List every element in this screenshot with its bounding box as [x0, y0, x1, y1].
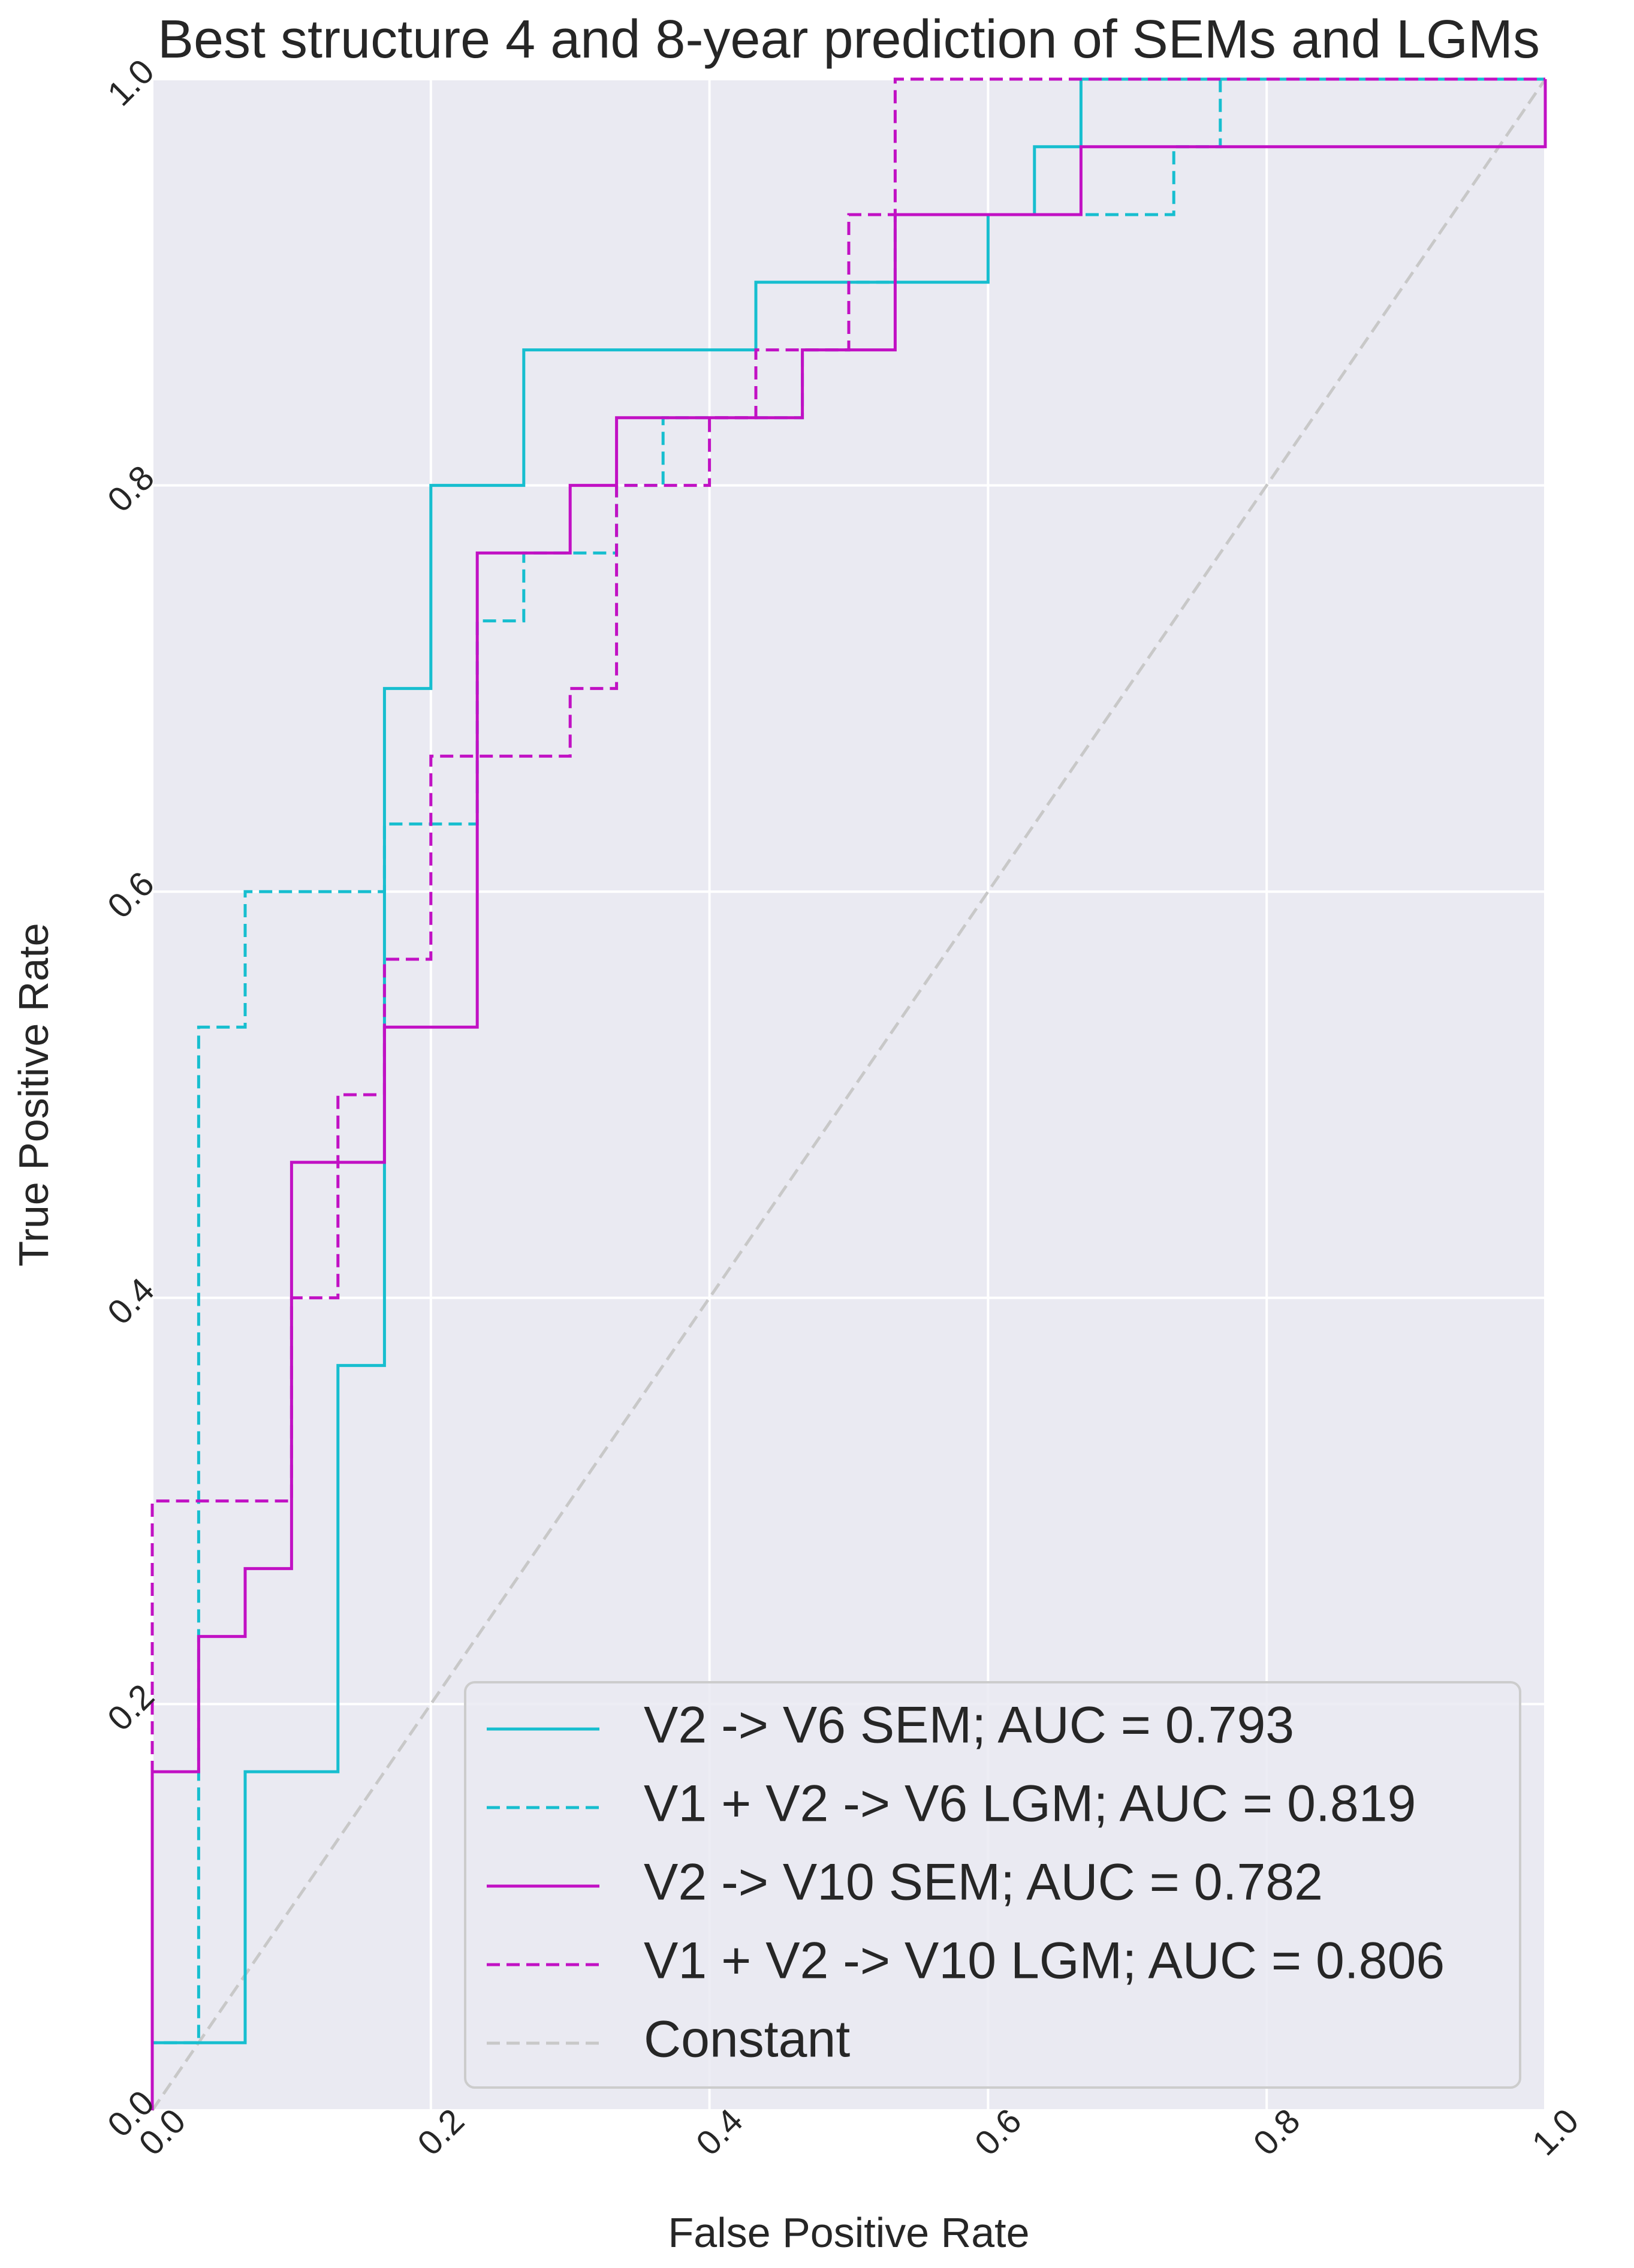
series-line-0: [150, 77, 1545, 2110]
y-axis-label: True Positive Rate: [10, 923, 57, 1266]
legend-box: [464, 1681, 1521, 2089]
series-layer: [150, 77, 1547, 2112]
legend-label-3: V1 + V2 -> V10 LGM; AUC = 0.806: [644, 1932, 1445, 1990]
legend-label-4: Constant: [644, 2011, 850, 2068]
series-line-3: [150, 77, 1545, 2110]
series-line-4: [150, 78, 1547, 2112]
series-line-1: [150, 77, 1545, 2110]
series-line-2: [150, 79, 1547, 2110]
legend-label-1: V1 + V2 -> V6 LGM; AUC = 0.819: [644, 1775, 1416, 1833]
x-axis-label: False Positive Rate: [668, 2209, 1029, 2256]
legend-label-2: V2 -> V10 SEM; AUC = 0.782: [644, 1854, 1323, 1911]
legend: V2 -> V6 SEM; AUC = 0.793 V1 + V2 -> V6 L…: [464, 1681, 1521, 2089]
chart-title: Best structure 4 and 8-year prediction o…: [158, 10, 1540, 70]
legend-label-0: V2 -> V6 SEM; AUC = 0.793: [644, 1697, 1294, 1754]
